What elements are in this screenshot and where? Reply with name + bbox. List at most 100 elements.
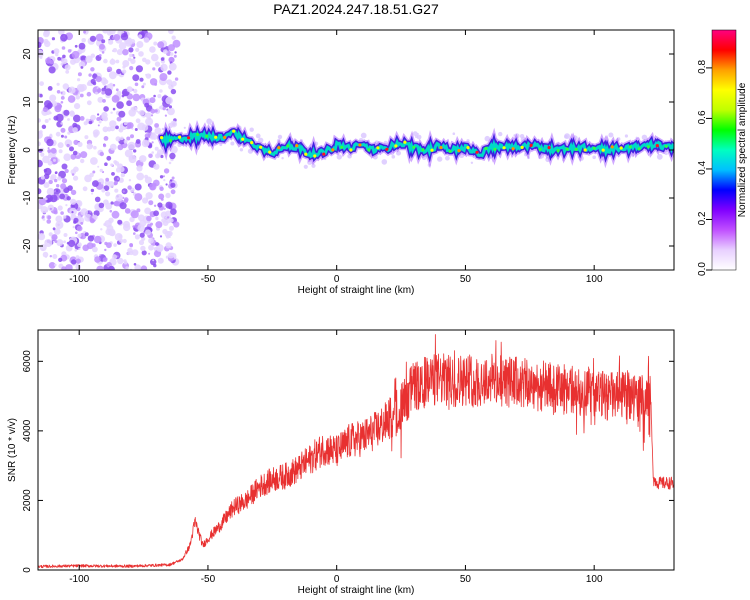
noise-dot xyxy=(148,117,152,121)
noise-dot xyxy=(157,257,164,264)
noise-dot xyxy=(122,238,127,244)
track-halo-dot xyxy=(416,134,422,140)
noise-dot xyxy=(118,110,126,118)
noise-dot xyxy=(61,58,68,65)
noise-dot xyxy=(102,126,109,133)
y-tick-label: -10 xyxy=(22,190,33,205)
noise-dot xyxy=(168,105,172,109)
noise-dot xyxy=(38,197,47,206)
noise-dot xyxy=(120,136,124,141)
track-halo-dot xyxy=(445,155,450,161)
noise-dot xyxy=(113,182,117,186)
track-halo-dot xyxy=(381,159,388,165)
noise-dot xyxy=(80,151,88,159)
noise-dot xyxy=(165,183,168,186)
noise-dot xyxy=(116,177,120,181)
noise-dot xyxy=(146,215,152,222)
noise-dot xyxy=(169,152,176,160)
noise-dot xyxy=(62,83,69,90)
noise-dot xyxy=(56,90,61,94)
noise-dot xyxy=(102,30,109,34)
noise-dot xyxy=(151,53,159,62)
track-hotspot xyxy=(439,146,443,150)
noise-dot xyxy=(142,57,147,63)
track-hotspot xyxy=(664,144,668,148)
noise-dot xyxy=(65,70,70,74)
noise-dot xyxy=(168,56,175,63)
noise-dot xyxy=(119,238,124,243)
noise-dot xyxy=(157,202,163,208)
noise-dot xyxy=(145,73,148,76)
noise-dot xyxy=(86,143,93,150)
y-tick-label: -20 xyxy=(22,238,33,253)
track-halo-dot xyxy=(498,131,503,137)
x-tick-label: -50 xyxy=(201,274,216,285)
noise-dot xyxy=(61,46,66,50)
noise-dot xyxy=(99,43,105,50)
noise-dot xyxy=(98,202,105,209)
noise-dot xyxy=(130,210,139,219)
noise-dot xyxy=(48,118,51,121)
snr-frame xyxy=(37,329,675,571)
noise-dot xyxy=(78,61,86,68)
noise-dot xyxy=(105,191,111,197)
track-halo-dot xyxy=(209,123,212,126)
x-tick-label: 50 xyxy=(460,574,472,585)
colorbar-ticks: 0.0 0.2 0.4 0.6 0.8 xyxy=(697,60,712,276)
noise-dot xyxy=(77,141,83,147)
noise-dot xyxy=(101,188,106,193)
noise-dot xyxy=(56,184,60,188)
noise-dot xyxy=(128,179,132,182)
track-hotspot xyxy=(250,141,254,145)
track-hotspot xyxy=(322,152,326,156)
noise-dot xyxy=(78,247,81,250)
noise-dot xyxy=(166,230,173,237)
noise-dot xyxy=(168,252,174,259)
track-halo-dot xyxy=(281,157,284,160)
noise-dot xyxy=(93,132,99,138)
noise-dot xyxy=(74,44,78,48)
y-tick-label: 20 xyxy=(22,48,33,60)
noise-dot xyxy=(152,259,155,262)
noise-dot xyxy=(157,153,161,158)
noise-dot xyxy=(125,266,129,270)
noise-dot xyxy=(126,136,131,141)
noise-dot xyxy=(110,163,114,167)
noise-dot xyxy=(118,42,127,50)
noise-dot xyxy=(67,118,70,121)
noise-dot xyxy=(123,220,130,228)
noise-dot xyxy=(139,219,147,227)
noise-dot xyxy=(138,51,144,57)
noise-dot xyxy=(148,74,152,77)
noise-dot xyxy=(89,210,92,213)
noise-dot xyxy=(90,157,98,165)
noise-dot xyxy=(135,47,140,53)
noise-dot xyxy=(114,233,123,241)
track-halo-dot xyxy=(452,132,456,135)
noise-dot xyxy=(49,207,52,211)
noise-dot xyxy=(135,118,141,124)
colorbar-tick-label: 0.4 xyxy=(697,161,708,175)
noise-dot xyxy=(59,193,66,200)
noise-dot xyxy=(55,221,64,229)
noise-dot xyxy=(71,259,77,265)
noise-dot xyxy=(150,222,153,226)
track-hotspot xyxy=(286,144,290,148)
noise-dot xyxy=(53,48,60,55)
noise-dot xyxy=(54,178,58,183)
noise-dot xyxy=(174,51,177,54)
noise-dot xyxy=(169,52,174,56)
noise-dot xyxy=(103,185,110,192)
track-halo-dot xyxy=(437,156,443,162)
noise-dot xyxy=(43,38,49,45)
noise-dot xyxy=(92,170,96,174)
noise-dot xyxy=(55,215,63,223)
noise-dot xyxy=(155,242,159,246)
noise-dot xyxy=(63,109,70,116)
noise-dot xyxy=(174,77,179,81)
noise-dot xyxy=(53,158,56,162)
colorbar: 0.0 0.2 0.4 0.6 0.8 Normalized spectral ampl… xyxy=(697,29,748,276)
noise-dot xyxy=(109,82,113,87)
snr-marks xyxy=(38,334,674,569)
track-halo-dot xyxy=(249,127,254,132)
